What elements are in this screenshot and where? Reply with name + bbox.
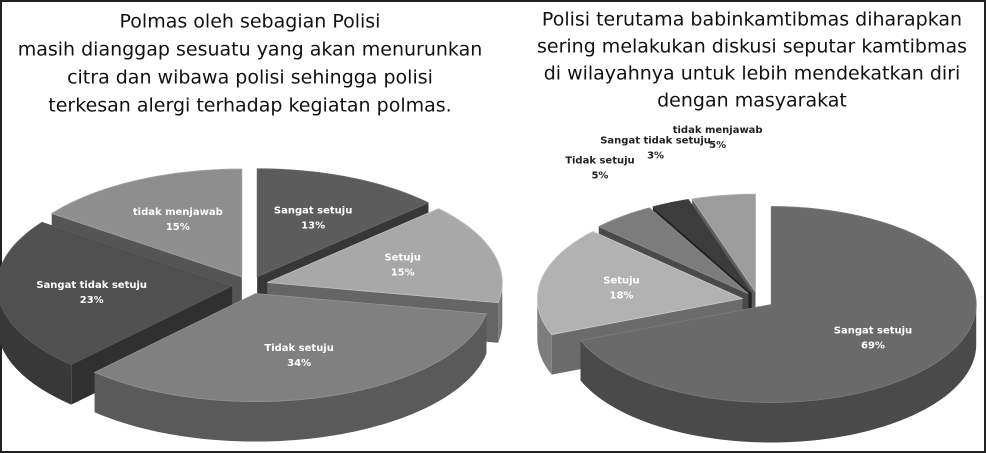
slice-side xyxy=(94,313,487,442)
slice-top xyxy=(256,168,430,278)
chart-title: dengan masyarakat xyxy=(657,90,847,112)
data-label: Tidak setuju xyxy=(565,156,634,167)
chart-title: Polisi terutama babinkamtibmas diharapka… xyxy=(542,9,962,31)
slice-top xyxy=(93,293,487,402)
slice-top xyxy=(597,207,749,295)
data-label: tidak menjawab xyxy=(673,125,763,136)
slice-top xyxy=(536,230,744,336)
chart-title: sering melakukan diskusi seputar kamtibm… xyxy=(537,36,967,58)
chart-title: di wilayahnya untuk lebih mendekatkan di… xyxy=(544,63,961,85)
slice-side xyxy=(498,282,503,343)
slice-side xyxy=(0,302,72,405)
data-label: 5% xyxy=(591,171,608,182)
chart-title: citra dan wibawa polisi sehingga polisi xyxy=(67,67,433,89)
slice xyxy=(579,206,977,443)
slice-top xyxy=(652,199,752,293)
chart-title: Polmas oleh sebagian Polisi xyxy=(120,11,381,33)
data-label: 18% xyxy=(609,290,633,301)
data-label: Sangat setuju xyxy=(834,326,912,337)
slice-top xyxy=(50,168,243,278)
chart-title: masih dianggap sesuatu yang akan menurun… xyxy=(18,39,483,61)
data-label: Sangat tidak setuju xyxy=(600,136,711,147)
slice-top xyxy=(579,206,977,403)
data-label: Sangat setuju xyxy=(274,205,352,216)
data-label: 69% xyxy=(861,341,885,352)
data-label: 23% xyxy=(80,295,104,306)
slice xyxy=(93,293,487,442)
slice-top xyxy=(691,193,756,294)
data-label: 15% xyxy=(166,222,190,233)
data-label: Tidak setuju xyxy=(264,343,333,354)
data-label: 3% xyxy=(647,151,664,162)
slice-top xyxy=(267,208,503,304)
data-label: 34% xyxy=(287,358,311,369)
data-label: 15% xyxy=(391,267,415,278)
data-label: Setuju xyxy=(603,275,639,286)
chart-title: terkesan alergi terhadap kegiatan polmas… xyxy=(48,95,451,117)
slice-top xyxy=(0,221,234,366)
data-label: Setuju xyxy=(384,252,420,263)
slice-side xyxy=(580,304,977,443)
data-label: 13% xyxy=(301,220,325,231)
data-label: Sangat tidak setuju xyxy=(36,280,147,291)
data-label: 5% xyxy=(709,140,726,151)
data-label: tidak menjawab xyxy=(133,207,223,218)
